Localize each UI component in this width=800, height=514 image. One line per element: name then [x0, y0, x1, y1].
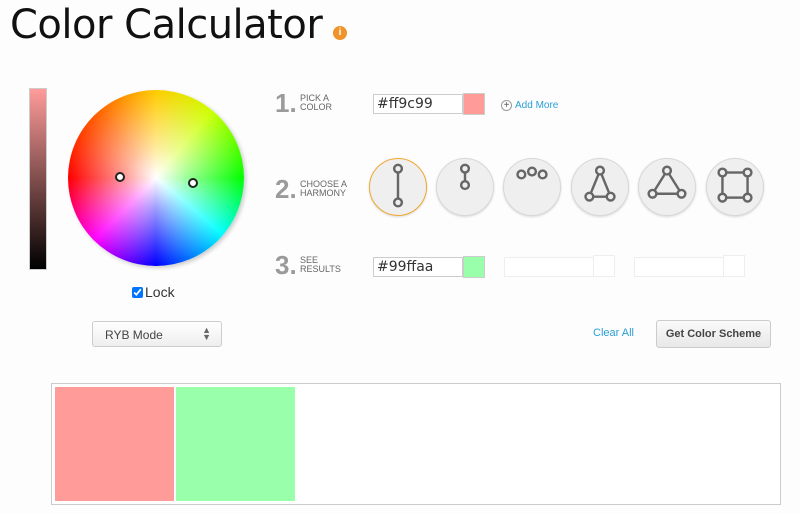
step-1-label: PICK A COLOR — [300, 93, 333, 112]
result-swatch-empty[interactable] — [723, 255, 745, 277]
result-color-swatch[interactable] — [463, 256, 485, 278]
plus-icon: + — [501, 100, 512, 111]
step-1-number: 1. — [275, 88, 297, 118]
step-3-label: SEE RESULTS — [300, 255, 341, 274]
harmony-complementary-button[interactable] — [369, 158, 427, 216]
wheel-handle-secondary[interactable] — [188, 178, 198, 188]
result-color-input-empty[interactable] — [504, 257, 594, 277]
page-title: Color Calculator — [10, 2, 323, 48]
result-swatch — [55, 387, 174, 501]
pick-color-swatch[interactable] — [463, 93, 485, 115]
harmony-split-button[interactable] — [571, 158, 629, 216]
result-swatch — [176, 387, 295, 501]
pick-color-input[interactable]: #ff9c99 — [373, 94, 463, 114]
triad-icon — [647, 165, 687, 199]
harmony-triad-button[interactable] — [638, 158, 696, 216]
result-swatch-empty[interactable] — [593, 255, 615, 277]
mode-value: RYB Mode — [105, 328, 163, 342]
wheel-handle-primary[interactable] — [115, 172, 125, 182]
harmony-monochromatic-button[interactable] — [436, 158, 494, 216]
updown-icon: ▲ ▼ — [202, 325, 211, 342]
monochromatic-icon — [459, 163, 471, 191]
split-complementary-icon — [584, 165, 616, 202]
step-3-number: 3. — [275, 250, 297, 280]
mode-select[interactable]: RYB Mode ▲ ▼ — [92, 321, 222, 347]
harmony-square-button[interactable] — [706, 158, 764, 216]
info-icon[interactable]: i — [333, 26, 347, 40]
add-more-link[interactable]: + Add More — [501, 100, 558, 111]
harmony-analogous-button[interactable] — [503, 158, 561, 216]
clear-all-link[interactable]: Clear All — [593, 327, 634, 339]
result-color-input[interactable]: #99ffaa — [373, 257, 463, 277]
brightness-slider[interactable] — [29, 88, 47, 270]
results-panel — [51, 383, 781, 505]
lock-checkbox[interactable]: Lock — [132, 284, 175, 300]
complementary-icon — [392, 163, 404, 208]
step-2-number: 2. — [275, 174, 297, 204]
lock-label: Lock — [145, 284, 175, 300]
step-2-label: CHOOSE A HARMONY — [300, 179, 348, 198]
result-color-input-empty[interactable] — [634, 257, 724, 277]
lock-check[interactable] — [132, 286, 143, 298]
analogous-icon — [516, 166, 548, 180]
color-wheel[interactable] — [68, 90, 244, 266]
get-color-scheme-button[interactable]: Get Color Scheme — [656, 320, 771, 348]
square-icon — [717, 167, 753, 203]
